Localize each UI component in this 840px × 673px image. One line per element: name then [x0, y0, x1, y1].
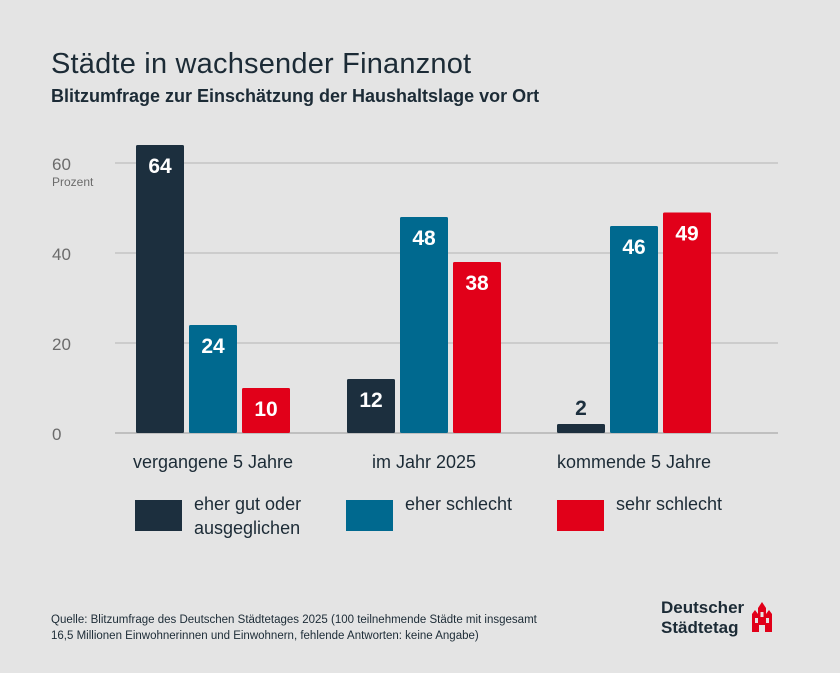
- logo: Deutscher Städtetag: [661, 598, 774, 638]
- legend-label-gut: eher gut oder ausgeglichen: [194, 494, 302, 538]
- bar-1-0: [347, 379, 395, 433]
- y-tick-label-40: 40: [52, 245, 71, 264]
- data-label-0-0: 64: [148, 155, 172, 178]
- chart-legend: eher gut oder ausgeglichen eher schlecht…: [0, 492, 840, 552]
- data-label-2-0: 2: [575, 397, 587, 420]
- legend-item-sehr-schlecht: sehr schlecht: [557, 492, 722, 531]
- bar-0-1: [189, 325, 237, 433]
- y-tick-label-60: 60: [52, 155, 71, 174]
- source-note: Quelle: Blitzumfrage des Deutschen Städt…: [51, 612, 631, 644]
- x-tick-label-0: vergangene 5 Jahre: [133, 452, 293, 472]
- chart-subtitle: Blitzumfrage zur Einschätzung der Hausha…: [51, 86, 540, 106]
- data-label-2-2: 49: [675, 223, 698, 246]
- bar-2-0: [557, 424, 605, 433]
- data-label-1-1: 48: [412, 227, 436, 250]
- bar-1-1: [400, 217, 448, 433]
- source-line-2: 16,5 Millionen Einwohnerinnen und Einwoh…: [51, 630, 479, 642]
- y-axis-label: Prozent: [52, 175, 94, 189]
- logo-line-1: Deutscher: [661, 598, 745, 617]
- y-tick-label-0: 0: [52, 425, 61, 444]
- y-tick-label-20: 20: [52, 335, 71, 354]
- legend-item-eher-schlecht: eher schlecht: [346, 492, 512, 531]
- legend-label-eher-schlecht: eher schlecht: [405, 494, 513, 514]
- legend-label-sehr-schlecht: sehr schlecht: [616, 494, 723, 514]
- source-line-1: Quelle: Blitzumfrage des Deutschen Städt…: [51, 614, 537, 626]
- data-label-1-2: 38: [465, 272, 489, 295]
- chart-title: Städte in wachsender Finanznot: [51, 48, 472, 80]
- data-label-2-1: 46: [622, 236, 645, 259]
- bar-0-2: [242, 388, 290, 433]
- data-label-0-2: 10: [254, 398, 277, 421]
- logo-text: Deutscher Städtetag: [661, 598, 744, 638]
- bar-2-1: [610, 226, 658, 433]
- bar-2-2: [663, 212, 711, 433]
- data-label-1-0: 12: [359, 389, 382, 412]
- x-tick-label-1: im Jahr 2025: [372, 452, 476, 472]
- legend-item-gut: eher gut oder ausgeglichen: [135, 492, 301, 540]
- x-tick-label-2: kommende 5 Jahre: [557, 452, 711, 472]
- legend-swatch-gut: [135, 500, 182, 531]
- city-crown-icon: [752, 602, 773, 632]
- legend-swatch-eher-schlecht: [346, 500, 393, 531]
- logo-line-2: Städtetag: [661, 618, 739, 637]
- bar-1-2: [453, 262, 501, 433]
- legend-swatch-sehr-schlecht: [557, 500, 604, 531]
- bar-0-0: [136, 145, 184, 433]
- data-label-0-1: 24: [201, 335, 225, 358]
